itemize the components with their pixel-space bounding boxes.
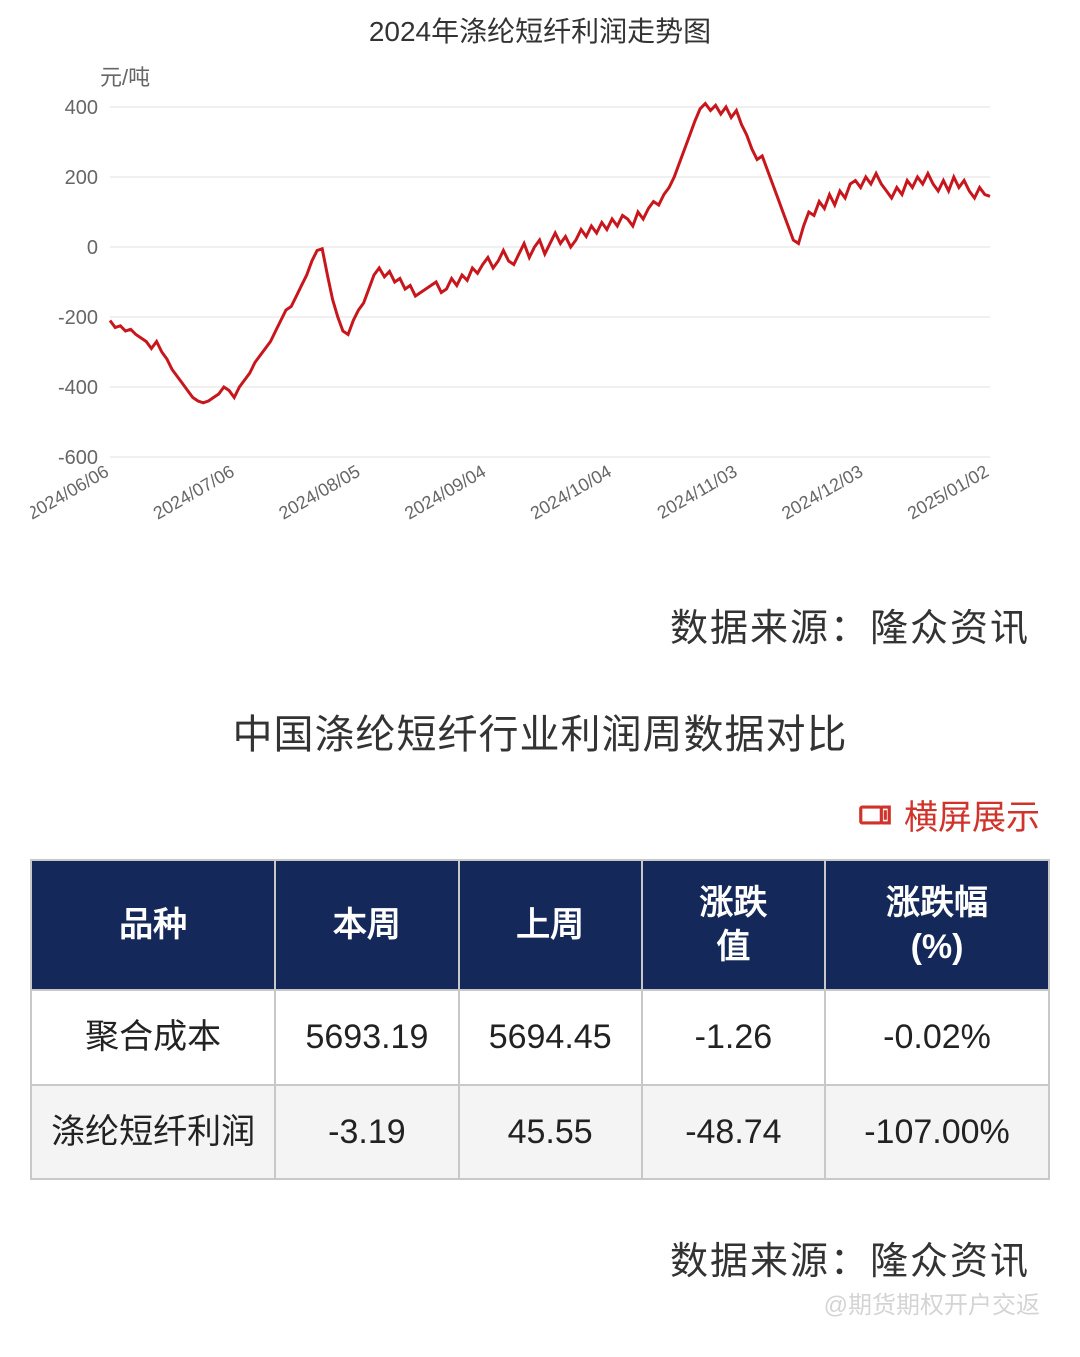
table-header-cell: 涨跌值 [642,860,825,990]
svg-text:200: 200 [65,167,98,189]
table-cell: -1.26 [642,990,825,1084]
table-cell: -0.02% [825,990,1049,1084]
table-cell: -3.19 [275,1085,458,1179]
svg-text:2024/09/04: 2024/09/04 [401,461,489,523]
table-header-cell: 本周 [275,860,458,990]
table-cell: 聚合成本 [31,990,275,1084]
line-chart-svg: -600 -400 -200 0 200 400 2024/06/06 2024/07/06 2… [30,97,1010,537]
table-section-title: 中国涤纶短纤行业利润周数据对比 [0,682,1080,790]
svg-text:2025/01/02: 2025/01/02 [904,461,992,523]
svg-text:0: 0 [87,237,98,259]
svg-text:2024/10/04: 2024/10/04 [527,461,615,523]
svg-text:2024/07/06: 2024/07/06 [150,461,238,523]
table-cell: -107.00% [825,1085,1049,1179]
landscape-toggle-label: 横屏展示 [904,790,1040,839]
chart-source-text: 数据来源：隆众资讯 [0,557,1080,682]
table-row: 涤纶短纤利润-3.1945.55-48.74-107.00% [31,1085,1049,1179]
table-cell: 5693.19 [275,990,458,1084]
svg-text:-200: -200 [58,307,98,329]
page-container: 2024年涤纶短纤利润走势图 元/吨 -600 -400 -200 0 200 400 20… [0,0,1080,1320]
chart-title: 2024年涤纶短纤利润走势图 [30,10,1050,50]
table-cell: 5694.45 [459,990,642,1084]
svg-text:2024/08/05: 2024/08/05 [275,461,363,523]
svg-text:2024/11/03: 2024/11/03 [654,461,741,523]
table-header-cell: 品种 [31,860,275,990]
svg-text:400: 400 [65,97,98,119]
y-axis-unit-label: 元/吨 [100,60,1050,92]
svg-text:-400: -400 [58,377,98,399]
profit-comparison-table: 品种本周上周涨跌值涨跌幅(%) 聚合成本5693.195694.45-1.26-… [30,859,1050,1180]
chart-region: 2024年涤纶短纤利润走势图 元/吨 -600 -400 -200 0 200 400 20… [0,0,1080,557]
table-header-cell: 上周 [459,860,642,990]
table-body: 聚合成本5693.195694.45-1.26-0.02%涤纶短纤利润-3.19… [31,990,1049,1178]
landscape-toggle-button[interactable]: 横屏展示 [0,790,1080,859]
table-header-cell: 涨跌幅(%) [825,860,1049,990]
table-row: 聚合成本5693.195694.45-1.26-0.02% [31,990,1049,1084]
table-cell: -48.74 [642,1085,825,1179]
watermark-text: @期货期权开户交返 [0,1285,1080,1320]
table-cell: 45.55 [459,1085,642,1179]
svg-text:2024/06/06: 2024/06/06 [30,461,112,523]
rotate-icon [856,796,894,834]
table-cell: 涤纶短纤利润 [31,1085,275,1179]
svg-text:-600: -600 [58,447,98,469]
table-header-row: 品种本周上周涨跌值涨跌幅(%) [31,860,1049,990]
svg-text:2024/12/03: 2024/12/03 [778,461,866,523]
